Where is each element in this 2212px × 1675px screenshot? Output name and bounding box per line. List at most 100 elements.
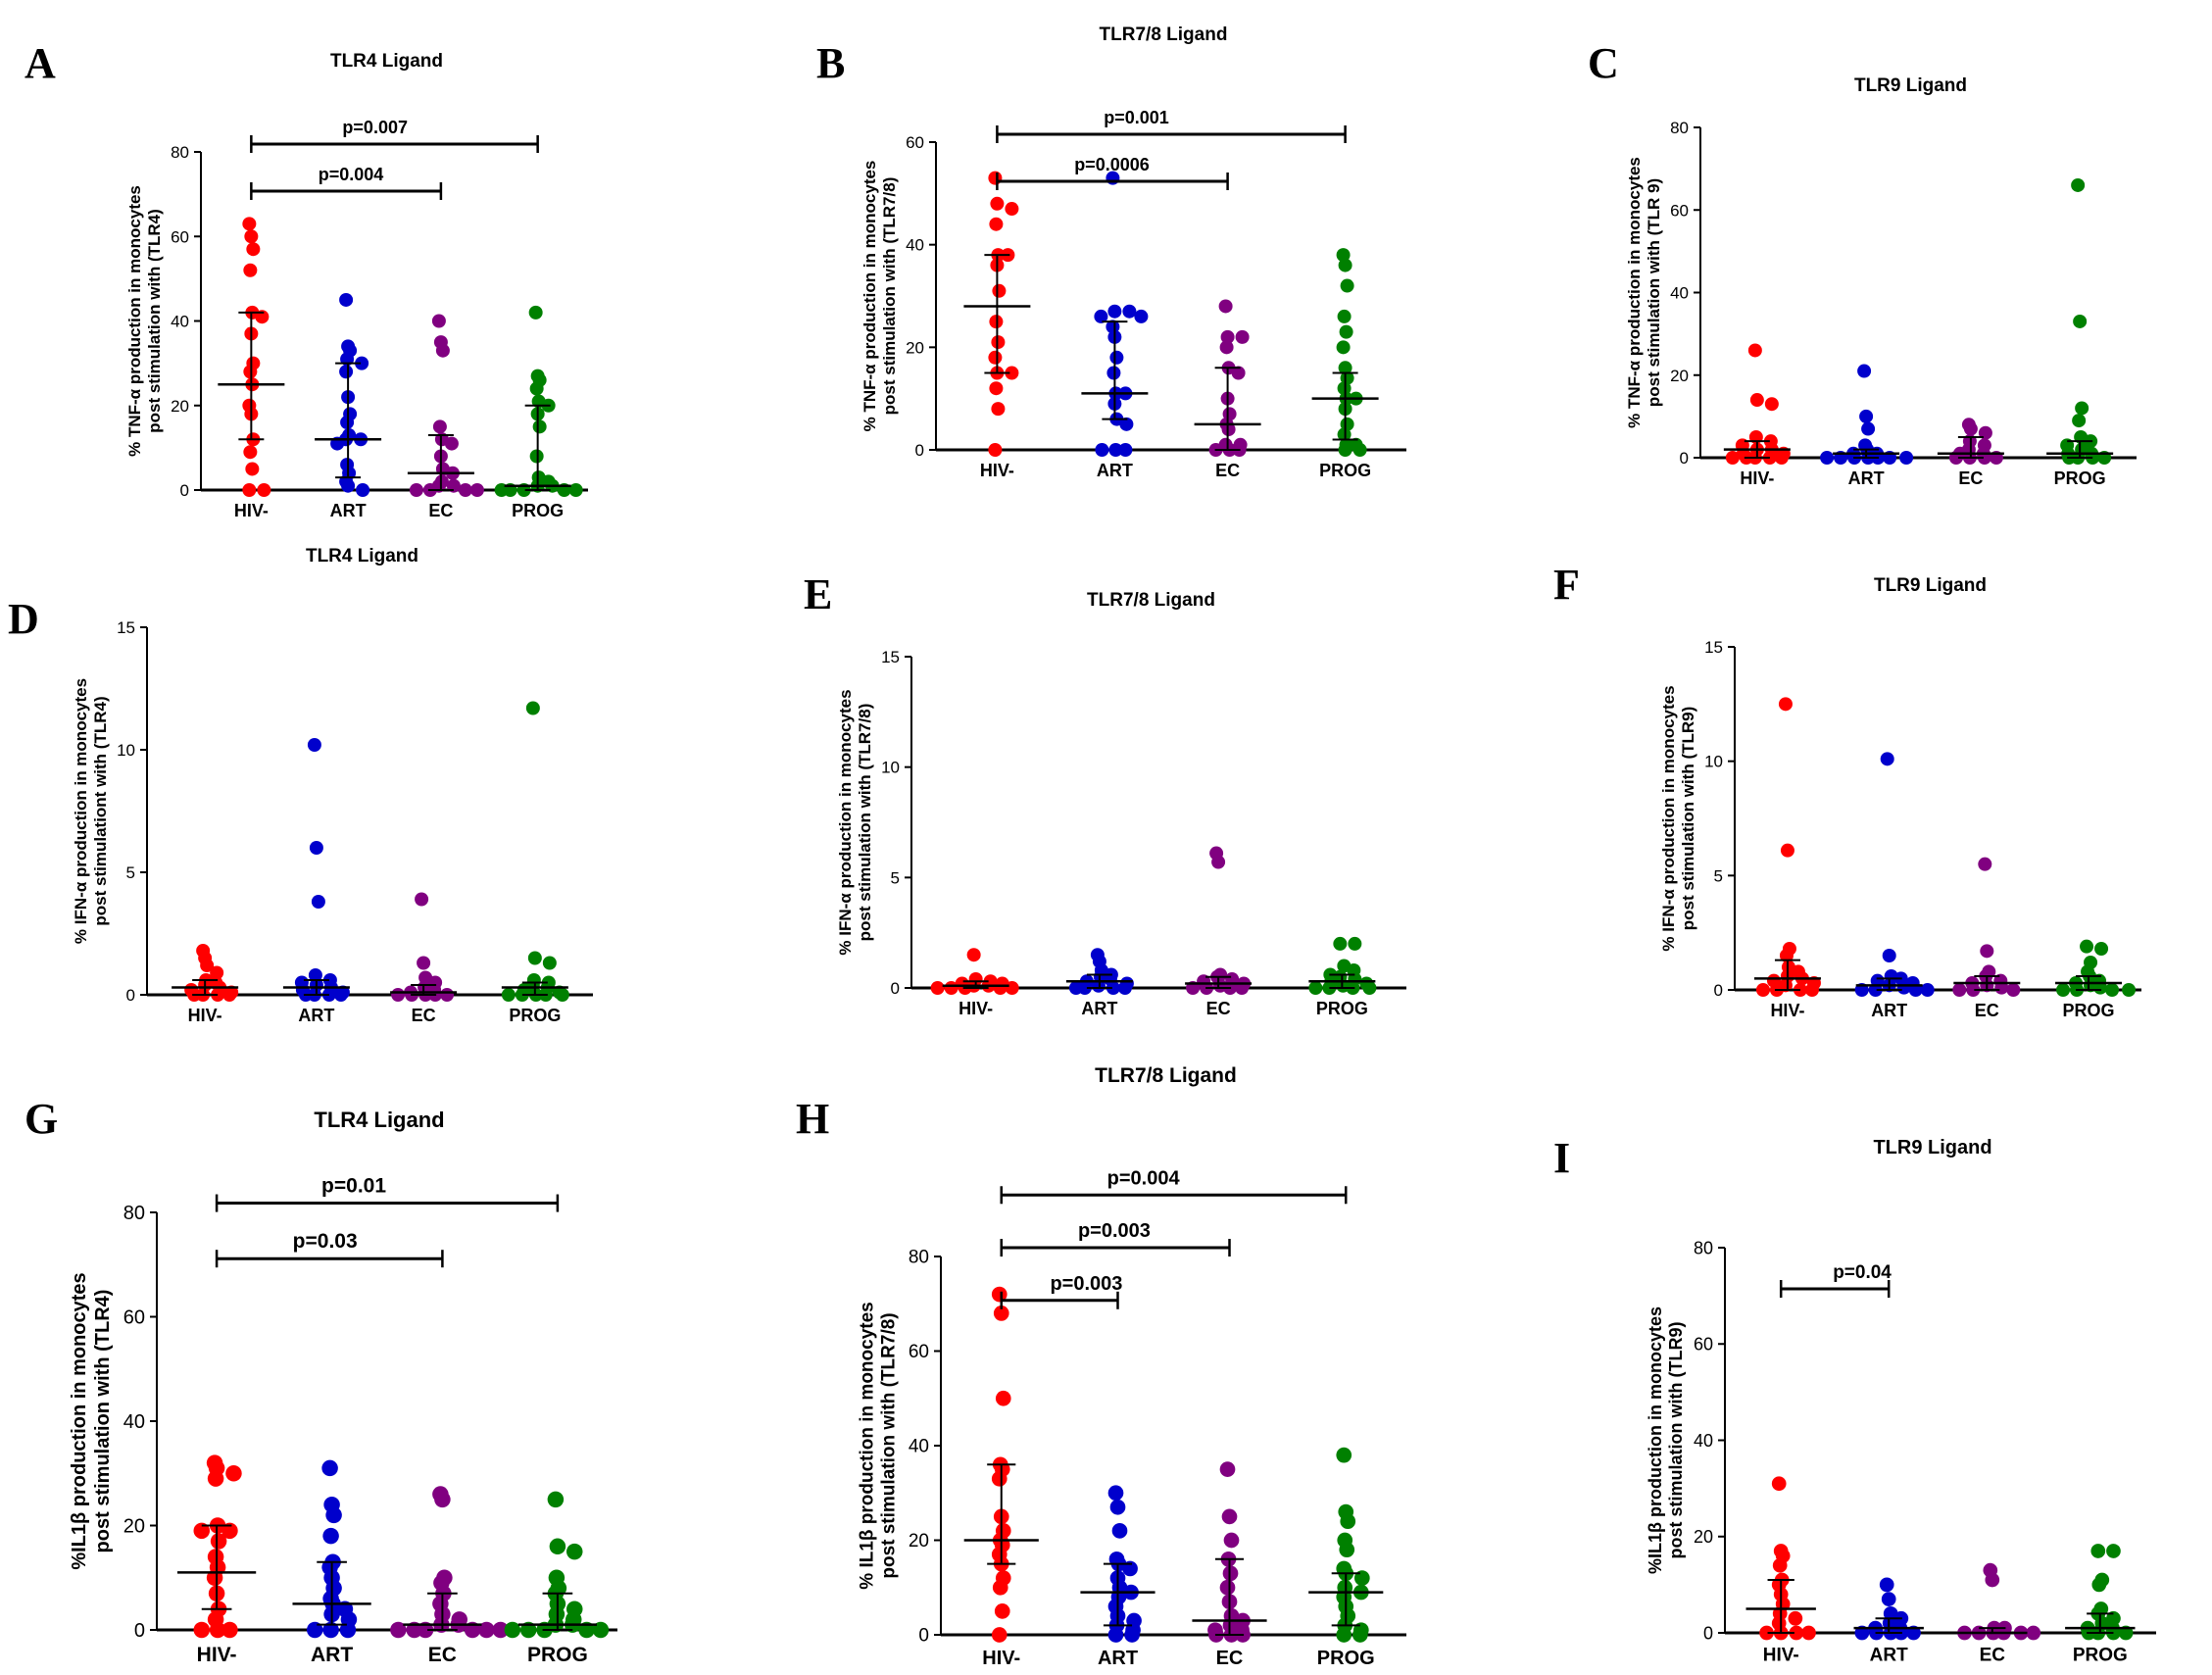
x-category-label: PROG (1319, 461, 1371, 480)
y-axis-label-line: % TNF-α production in monocytes (125, 185, 144, 457)
y-tick-label: 15 (881, 648, 900, 666)
data-point (1219, 1579, 1236, 1596)
y-tick-label: 80 (1694, 1238, 1713, 1257)
y-tick-label: 80 (1670, 119, 1689, 137)
data-point (1005, 981, 1019, 995)
data-point (245, 462, 260, 476)
x-category-label: PROG (1317, 1648, 1375, 1669)
data-point (1880, 752, 1894, 766)
y-tick-label: 40 (171, 313, 189, 331)
y-tick-label: 15 (117, 618, 135, 637)
x-category-label: EC (1206, 999, 1231, 1018)
y-tick-label: 20 (906, 338, 924, 357)
data-point (1985, 1572, 2000, 1588)
data-point (1352, 443, 1367, 457)
data-point (966, 948, 981, 962)
data-point (1068, 981, 1083, 995)
x-category-label: ART (311, 1644, 353, 1666)
x-category-label: HIV- (1763, 1645, 1799, 1665)
data-point (1779, 949, 1794, 962)
data-point (469, 483, 484, 497)
y-axis-label-line: % TNF-α production in monocytes (1625, 157, 1644, 428)
x-category-label: HIV- (982, 1648, 1020, 1669)
x-category-label: ART (1081, 999, 1117, 1018)
data-point (1109, 1499, 1126, 1515)
x-category-label: HIV- (1740, 468, 1774, 488)
data-point (2073, 314, 2088, 328)
data-point (1881, 1592, 1896, 1606)
data-point (988, 443, 1003, 457)
y-axis-label-line: post stimulationt with (TLR4) (91, 696, 110, 925)
data-point (1308, 981, 1323, 995)
y-tick-label: 40 (909, 1437, 929, 1457)
x-category-label: HIV- (959, 999, 993, 1018)
p-value-label: p=0.007 (342, 118, 408, 137)
y-tick-label: 40 (1694, 1431, 1713, 1451)
y-axis-label: % TNF-α production in monocytespost stim… (860, 161, 899, 432)
data-point (1124, 1627, 1140, 1643)
x-category-label: EC (1958, 468, 1983, 488)
y-tick-label: 5 (891, 868, 900, 887)
y-axis-label: % IFN-α production in monocytespost stim… (836, 689, 874, 955)
data-point (435, 343, 450, 358)
data-point (458, 483, 472, 497)
x-category-label: EC (1215, 461, 1240, 480)
data-point (1005, 202, 1019, 217)
y-tick-label: 20 (123, 1516, 145, 1538)
data-point (1005, 366, 1019, 380)
x-category-label: ART (1848, 468, 1885, 488)
data-point (1109, 350, 1124, 365)
data-point (225, 1464, 242, 1482)
panel-letter: C (1588, 39, 1619, 87)
data-point (1338, 361, 1352, 375)
chart-title: TLR4 Ligand (306, 546, 418, 567)
p-value-label: p=0.001 (1104, 108, 1169, 127)
data-point (339, 1621, 357, 1639)
y-tick-label: 60 (123, 1307, 145, 1329)
data-point (1107, 1485, 1124, 1502)
x-category-label: PROG (509, 1006, 561, 1025)
y-tick-label: 80 (123, 1203, 145, 1224)
data-point (1896, 980, 1911, 995)
data-point (542, 956, 557, 970)
y-axis-label-line: post stimulation with (TLR4) (145, 209, 164, 433)
data-point (322, 1527, 339, 1545)
data-point (355, 356, 369, 370)
data-point (529, 381, 544, 396)
data-point (1725, 451, 1740, 465)
y-tick-label: 20 (171, 397, 189, 416)
data-point (1966, 983, 1981, 997)
y-tick-label: 0 (134, 1620, 145, 1642)
data-point (309, 841, 323, 855)
data-point (415, 892, 429, 907)
data-point (1337, 309, 1352, 323)
data-point (1882, 949, 1896, 962)
x-category-label: HIV- (197, 1644, 237, 1666)
y-tick-label: 0 (918, 1626, 929, 1647)
data-point (1755, 983, 1770, 997)
data-point (1094, 309, 1108, 323)
x-category-label: ART (330, 501, 367, 520)
data-point (993, 1306, 1009, 1321)
data-point (221, 1621, 238, 1639)
panel-i: I TLR9 Ligand 0 20 40 60 80 %IL1β production in… (1553, 1134, 2156, 1665)
data-point (1338, 443, 1352, 457)
p-value-label: p=0.0006 (1074, 155, 1150, 174)
y-tick-label: 60 (909, 1342, 929, 1362)
data-point (988, 171, 1003, 185)
data-point (1804, 983, 1819, 997)
data-point (1220, 329, 1235, 344)
panel-b: B TLR7/8 Ligand 0 20 40 60 % TNF-α production … (816, 25, 1406, 480)
y-tick-label: 0 (1714, 981, 1723, 1000)
data-point (991, 1286, 1008, 1303)
x-category-label: PROG (2073, 1645, 2128, 1665)
data-point (2026, 1625, 2041, 1641)
data-point (944, 981, 959, 995)
y-tick-label: 20 (909, 1531, 929, 1552)
panel-letter: B (816, 39, 845, 87)
data-point (555, 988, 569, 1002)
data-point (565, 1543, 583, 1560)
data-point (341, 478, 356, 493)
y-tick-label: 10 (117, 741, 135, 760)
y-axis-label-line: post stimulation with (TLR 9) (1645, 178, 1663, 407)
